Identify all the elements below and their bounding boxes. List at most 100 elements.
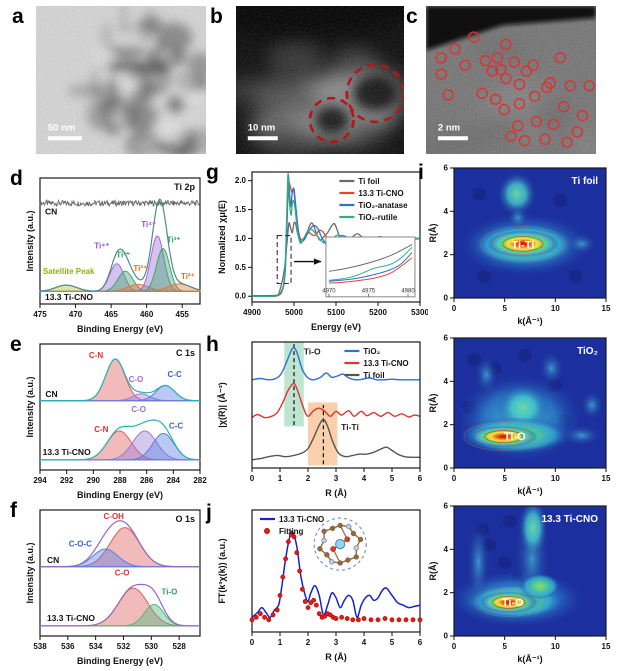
y-tick: 0 <box>444 464 449 473</box>
y-axis-label: R(Å) <box>428 394 438 413</box>
y-tick: 2 <box>444 588 449 597</box>
x-tick: 4900 <box>243 308 261 317</box>
x-axis-label: Energy (eV) <box>311 322 361 332</box>
single-atom-circle <box>513 97 526 110</box>
single-atom-circle <box>500 72 512 85</box>
x-axis-label: k(Å⁻¹) <box>517 316 542 326</box>
panel-letter-i: i <box>418 161 424 184</box>
micrograph-tem: 50 nm <box>36 6 206 154</box>
fit-dot <box>403 617 409 623</box>
x-tick: 5200 <box>369 308 387 317</box>
legend-item: TiO₂-rutile <box>358 213 398 222</box>
fit-dot <box>344 616 350 621</box>
legend-item: Ti foil <box>363 371 384 380</box>
xps-ti2p-chart: 475 470 465 460 455 Binding Energy (eV) Intens… <box>25 177 201 334</box>
x-tick: 288 <box>113 476 127 485</box>
panel-letter-h: h <box>206 333 219 356</box>
single-atom-circle <box>518 134 531 147</box>
x-tick: 0 <box>452 304 457 313</box>
peak-label: Ti⁴⁺ <box>141 220 156 229</box>
scale-bar-label: 10 nm <box>248 122 275 133</box>
y-tick: 4 <box>444 377 449 386</box>
panel-letter-d: d <box>10 167 23 190</box>
spectrum-title: Ti 2p <box>174 182 195 192</box>
ft-fitting-chart: 0 1 2 3 4 5 6 R (Å) FT(k³χ(k)) (a.u.) 13.3 Ti-CNO… <box>217 509 423 662</box>
plot-frame <box>453 167 607 299</box>
single-atom-circle <box>486 65 499 77</box>
peak-label: C-OH <box>104 512 125 521</box>
fit-dot <box>314 602 319 608</box>
scale-bar-label: 2 nm <box>438 122 460 133</box>
x-tick: 10 <box>551 642 560 651</box>
x-tick: 10 <box>551 304 560 313</box>
x-tick: 534 <box>89 642 103 651</box>
plot-frame <box>39 509 201 637</box>
fit-dot <box>277 593 283 598</box>
x-tick: 0 <box>250 638 255 647</box>
single-atom-circle <box>500 38 512 51</box>
exafs-chart: 0 1 2 3 4 5 6 R (Å) |χ(R)| (Å⁻³) Ti-O Ti-Ti TiO₂ 13.… <box>217 341 423 498</box>
fit-dot <box>410 617 416 623</box>
plot-frame <box>251 509 421 633</box>
wavelet-ti-foil: 0 5 10 15 0 2 4 6 k(Å⁻¹) R(Å) Ti foil Ti-Ti <box>428 164 611 327</box>
fit-dot <box>280 574 286 580</box>
single-atom-circle <box>564 80 577 92</box>
legend-item: 13.3 Ti-CNO <box>279 515 324 524</box>
envelope-CN <box>40 358 200 402</box>
wavelet-title: TiO₂ <box>577 346 598 357</box>
c-atom <box>321 528 327 534</box>
single-atom-circle <box>442 89 454 101</box>
peak-label: C-O <box>131 405 146 414</box>
scale-bar-label: 50 nm <box>48 122 75 133</box>
fit-dot <box>302 599 308 604</box>
peak-label: Ti-O <box>161 587 177 596</box>
spectrum-title: O 1s <box>175 514 195 524</box>
single-atom-circle <box>495 63 507 76</box>
x-tick: 470 <box>69 310 83 319</box>
x-tick: 290 <box>87 476 101 485</box>
fit-dot <box>266 617 272 623</box>
y-tick: 6 <box>444 164 449 173</box>
single-atom-circle <box>512 120 524 132</box>
panel-letter-a: a <box>12 5 24 28</box>
wavelet-title: 13.3 Ti-CNO <box>542 514 599 525</box>
fit-dot <box>355 617 361 623</box>
x-tick: 465 <box>104 310 118 319</box>
legend-item: TiO₂ <box>363 347 380 356</box>
x-tick: 5 <box>502 642 507 651</box>
peak-label: Ti²⁺ <box>181 272 195 281</box>
y-axis-label: R(Å) <box>428 224 438 243</box>
single-atom-circle <box>527 59 539 71</box>
bond-label: Ti-O <box>504 431 526 443</box>
legend-item: Fitting <box>279 527 304 536</box>
single-atom-circle <box>489 93 502 105</box>
fit-dot <box>283 556 288 562</box>
single-atom-circle <box>571 126 584 138</box>
c-atom <box>345 557 351 563</box>
fit-dot <box>253 614 259 620</box>
x-tick: 5300 <box>411 308 428 317</box>
molecule-inset <box>313 517 367 571</box>
x-tick: 0 <box>452 474 457 483</box>
x-tick: 10 <box>551 474 560 483</box>
fit-dot <box>270 612 276 618</box>
c-atom <box>350 530 357 537</box>
single-atom-circle <box>576 109 589 122</box>
single-atom-circle <box>513 78 526 91</box>
single-atom-circle <box>476 87 488 100</box>
x-tick: 475 <box>33 310 47 319</box>
x-tick: 538 <box>33 642 47 651</box>
x-tick: 460 <box>140 310 154 319</box>
wavelet-blob-cyanSoft <box>561 424 602 447</box>
x-tick: 1 <box>278 638 283 647</box>
x-tick: 530 <box>145 642 159 651</box>
y-axis-label: Intensity (a.u.) <box>25 376 35 437</box>
single-atom-circle <box>459 59 471 71</box>
highlight-circle <box>308 96 355 144</box>
trace-name: CN <box>45 389 57 399</box>
wavelet-blob-hot <box>486 230 560 258</box>
legend-item: 13.3 Ti-CNO <box>358 189 403 198</box>
x-axis-label: R (Å) <box>325 488 347 498</box>
fit-dot <box>396 617 402 623</box>
